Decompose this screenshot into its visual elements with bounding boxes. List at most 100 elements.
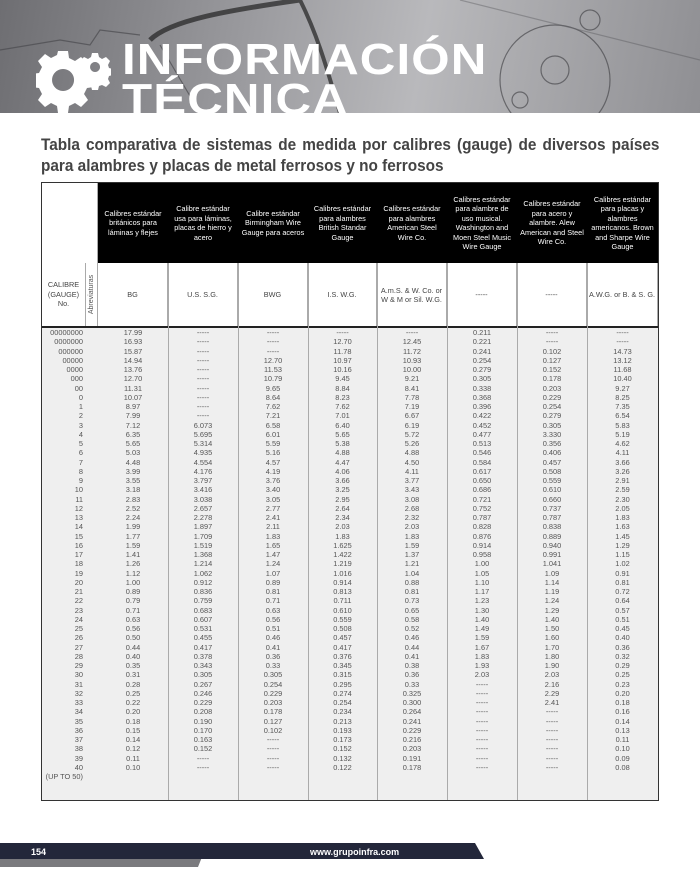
table-cell: 1.15 — [615, 550, 630, 559]
table-cell: 2.29 — [544, 688, 560, 698]
table-cell: ----- — [266, 753, 280, 763]
table-cell: 0.295 — [333, 679, 352, 689]
table-cell: 0.56 — [265, 614, 281, 624]
table-cell: 0.531 — [193, 624, 213, 633]
table-cell: 0.246 — [193, 688, 213, 698]
table-cell: 0.51 — [615, 614, 630, 624]
table-cell: 1.368 — [193, 550, 213, 559]
table-cell: 0.345 — [333, 661, 352, 670]
table-cell: 0.173 — [333, 735, 352, 744]
gauge-number: 000 — [70, 374, 83, 384]
table-cell: 0.18 — [615, 698, 630, 707]
table-cell: 0.122 — [333, 762, 352, 772]
gauge-number: 29 — [74, 661, 83, 670]
blueprint-background — [0, 0, 700, 113]
table-cell: 0.10 — [125, 762, 141, 772]
table-cell: 1.26 — [125, 559, 141, 569]
table-cell: 3.18 — [125, 485, 141, 495]
table-cell: 5.59 — [265, 439, 281, 448]
table-cell: ----- — [475, 698, 489, 707]
table-cell: 4.935 — [193, 448, 213, 458]
table-row: 18 1.26 1.214 1.24 1.219 1.21 1.00 1.041 1.02 — [42, 559, 658, 568]
gauge-number: 37 — [74, 735, 83, 744]
table-row: 21 0.89 0.836 0.81 0.813 0.81 1.17 1.19 0.72 — [42, 587, 658, 596]
table-cell: 5.695 — [193, 429, 213, 439]
table-cell: ----- — [475, 716, 489, 726]
table-cell: 0.343 — [193, 661, 213, 670]
table-cell: 0.102 — [542, 346, 562, 356]
table-cell: ----- — [196, 374, 210, 384]
table-row: 6 5.03 4.935 5.16 4.88 4.88 0.546 0.406 4.11 — [42, 448, 658, 457]
table-cell: 7.62 — [335, 402, 350, 411]
footer-url[interactable]: www.grupoinfra.com — [310, 847, 400, 857]
table-cell: 5.314 — [193, 439, 213, 448]
table-cell: ----- — [545, 328, 559, 337]
table-cell: 0.203 — [263, 698, 283, 707]
table-cell: 2.59 — [615, 485, 630, 495]
table-cell: 1.83 — [615, 513, 630, 522]
column-header: Calibres estándar para alambres British … — [308, 183, 377, 263]
gauge-number: 16 — [74, 540, 83, 550]
table-cell: 2.64 — [335, 503, 350, 513]
table-row: 32 0.25 0.246 0.229 0.274 0.325 ----- 2.29 0.20 — [42, 689, 658, 698]
table-cell: 0.274 — [333, 688, 352, 698]
table-cell: 0.208 — [193, 707, 213, 717]
gauge-number: 00000000 — [50, 328, 83, 337]
column-abbreviation: ----- — [517, 263, 587, 326]
gauge-number: 34 — [74, 707, 83, 717]
table-cell: 1.04 — [404, 568, 420, 578]
gauge-number: 4 — [78, 429, 83, 439]
table-cell: ----- — [196, 392, 210, 402]
gauge-number: 8 — [78, 466, 83, 476]
table-row: 00000000 17.99 ----- ----- ----- ----- 0.211 --… — [42, 328, 658, 337]
table-cell: 1.12 — [125, 568, 141, 578]
table-row: (UP TO 50) — [42, 772, 658, 781]
table-cell: 0.241 — [472, 346, 492, 356]
table-cell: 0.721 — [472, 494, 492, 504]
table-cell: 1.19 — [544, 587, 560, 596]
table-cell: 0.79 — [125, 596, 141, 606]
table-cell: 3.40 — [265, 485, 281, 495]
gauge-number: 5 — [78, 439, 83, 448]
table-row: 13 2.24 2.278 2.41 2.34 2.32 0.787 0.787 1.83 — [42, 513, 658, 522]
table-cell: 4.176 — [193, 466, 213, 476]
table-cell: 1.90 — [544, 661, 560, 670]
column-abbreviation: U.S. S.G. — [168, 263, 238, 326]
gauge-number: 31 — [74, 679, 83, 689]
table-cell: 6.40 — [335, 420, 350, 430]
table-cell: 11.72 — [403, 346, 421, 356]
table-cell: 1.80 — [544, 651, 560, 661]
table-cell: 0.81 — [404, 587, 420, 596]
table-cell: 14.94 — [123, 355, 143, 365]
table-cell: 0.455 — [193, 633, 213, 643]
table-cell: 13.12 — [613, 355, 632, 365]
table-row: 35 0.18 0.190 0.127 0.213 0.241 ----- ----- 0.14 — [42, 717, 658, 726]
table-cell: 2.03 — [474, 670, 490, 680]
table-cell: 2.41 — [265, 513, 281, 522]
table-cell: 4.11 — [405, 466, 419, 476]
table-cell: 6.58 — [265, 420, 281, 430]
table-cell: 0.368 — [472, 392, 492, 402]
table-cell: ----- — [545, 725, 559, 735]
table-cell: 2.03 — [404, 522, 420, 532]
table-cell: 1.99 — [125, 522, 141, 532]
gauge-number: 26 — [74, 633, 83, 643]
table-cell: 2.34 — [335, 513, 350, 522]
table-cell: 1.10 — [474, 577, 490, 587]
table-cell: 2.68 — [404, 503, 420, 513]
table-cell: 0.41 — [404, 651, 420, 661]
table-cell: ----- — [196, 337, 210, 347]
gauge-number: 7 — [78, 457, 83, 467]
table-cell: 2.95 — [335, 494, 350, 504]
column-abbreviation: A.m.S. & W. Co. or W & M or Sil. W.G. — [377, 263, 447, 326]
table-cell: 2.91 — [615, 476, 630, 485]
table-cell: 0.305 — [193, 670, 213, 680]
table-cell: 1.60 — [544, 633, 560, 643]
table-cell: 0.89 — [265, 577, 281, 587]
gauge-number: 0000 — [66, 365, 83, 374]
table-cell: 1.422 — [333, 550, 352, 559]
column-divider — [587, 263, 588, 800]
blank-header-cell — [42, 183, 98, 263]
table-cell: 0.396 — [472, 402, 492, 411]
table-cell: 1.47 — [265, 550, 281, 559]
